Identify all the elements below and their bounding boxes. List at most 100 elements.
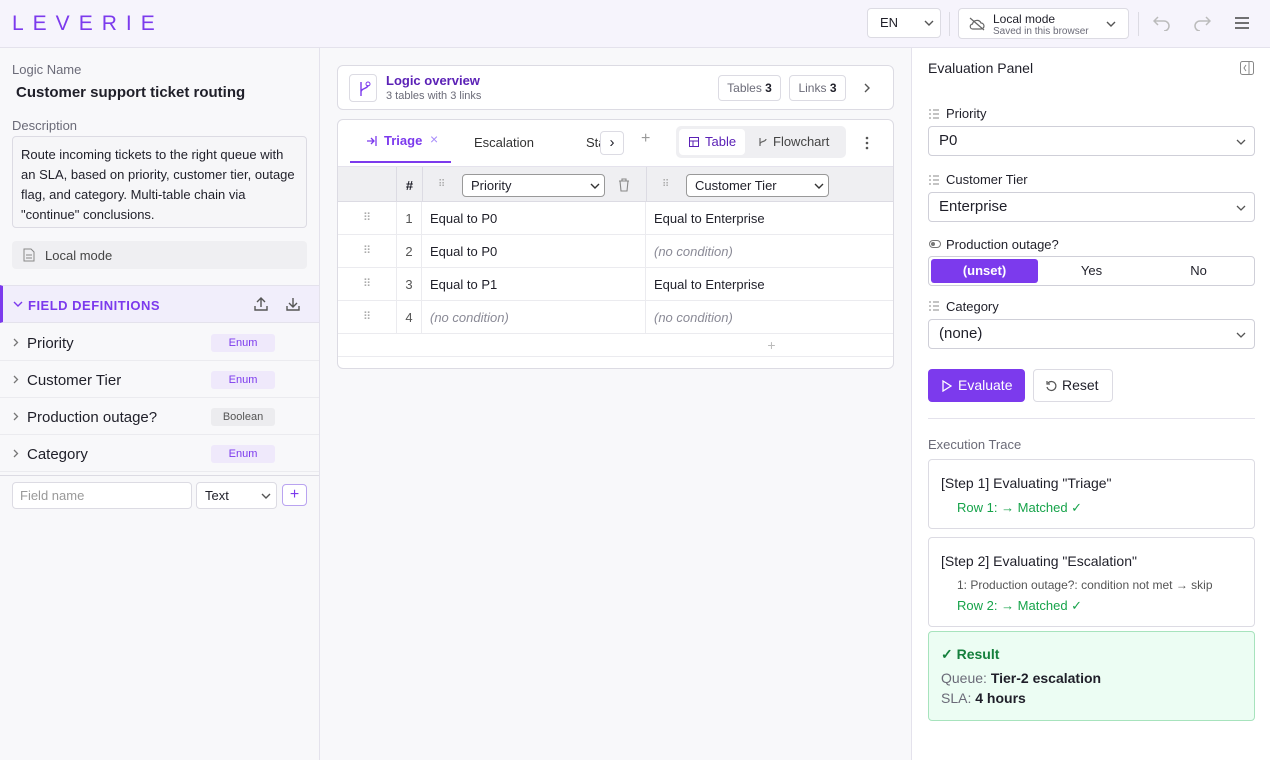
import-button[interactable] — [285, 296, 301, 312]
condition-cell[interactable]: Equal to P0 — [422, 235, 646, 268]
row-number: 4 — [397, 301, 422, 334]
reset-button[interactable]: Reset — [1033, 369, 1113, 402]
redo-button[interactable] — [1193, 15, 1211, 31]
tables-count-chip: Tables 3 — [718, 75, 781, 101]
condition-cell[interactable]: (no condition) — [646, 235, 893, 268]
menu-button[interactable] — [1234, 16, 1250, 30]
drag-handle[interactable]: ⠿ — [338, 301, 397, 334]
description-label: Description — [12, 118, 78, 133]
trace-step: [Step 1] Evaluating "Triage" Row 1: → Ma… — [928, 459, 1255, 529]
panel-title: Evaluation Panel — [928, 60, 1034, 76]
condition-cell[interactable]: Equal to Enterprise — [646, 268, 893, 301]
table-header: # ⠿ Priority ⠿ Customer Tier — [338, 166, 893, 203]
column-header: Priority — [471, 178, 512, 193]
header: LEVERIE EN Local mode Saved in this brow… — [0, 0, 1270, 48]
field-name: Category — [27, 446, 88, 463]
sidebar: Logic Name Customer support ticket routi… — [0, 48, 320, 760]
step-line: Row 2: → Matched ✓ — [957, 598, 1083, 613]
field-type-select[interactable]: Text — [196, 482, 277, 509]
scroll-tabs-button[interactable]: › — [600, 131, 624, 155]
drag-handle[interactable]: ⠿ — [338, 202, 397, 235]
category-select[interactable]: (none) — [928, 319, 1255, 349]
language-select[interactable]: EN — [867, 8, 941, 38]
chevron — [13, 301, 23, 307]
column-select[interactable]: Customer Tier — [686, 174, 829, 197]
evaluation-panel: Evaluation Panel Production outage? (uns… — [911, 48, 1270, 760]
more-button[interactable] — [865, 136, 869, 150]
column-select[interactable]: Priority — [462, 174, 605, 197]
drag-handle[interactable]: ⠿ — [662, 179, 670, 190]
chevron — [261, 493, 271, 499]
result-value: 4 hours — [975, 690, 1026, 706]
expand-arrow[interactable] — [863, 83, 871, 93]
boolean-option[interactable]: Yes — [1080, 263, 1103, 278]
links-count-chip: Links 3 — [789, 75, 846, 101]
boolean-option[interactable]: (unset) — [931, 259, 1038, 283]
branch-icon — [349, 74, 377, 102]
field-type-badge: Enum — [211, 334, 275, 352]
tab[interactable]: Triage — [384, 133, 423, 148]
field-label: Customer Tier — [946, 172, 1028, 187]
add-tab-button[interactable]: + — [641, 130, 651, 147]
chevron — [1236, 205, 1246, 211]
step-line: 1: Production outage?: condition not met… — [957, 578, 1213, 592]
condition-cell[interactable]: Equal to P1 — [422, 268, 646, 301]
table-row: ⠿ 1 Equal to P0 Equal to Enterprise — [338, 202, 893, 235]
chevron — [13, 338, 19, 347]
field-row[interactable]: Category Enum — [0, 435, 319, 472]
logic-overview[interactable]: Logic overview 3 tables with 3 links Tab… — [337, 65, 894, 110]
add-row-button[interactable]: + — [338, 334, 893, 357]
logo[interactable]: LEVERIE — [12, 12, 164, 35]
tab[interactable]: Escalation — [474, 135, 534, 150]
collapse-panel-button[interactable] — [1240, 61, 1254, 75]
table-row: ⠿ 3 Equal to P1 Equal to Enterprise — [338, 268, 893, 301]
delete-column-button[interactable] — [618, 178, 630, 192]
field-row[interactable]: Production outage? Boolean — [0, 398, 319, 435]
field-label: Category — [946, 299, 999, 314]
result-label: SLA: — [941, 690, 972, 706]
table-card: Triage × Escalation Status › + Table Flo… — [337, 119, 894, 369]
evaluate-label: Evaluate — [958, 377, 1013, 393]
condition-cell[interactable]: (no condition) — [646, 301, 893, 334]
add-field-button[interactable]: + — [282, 484, 307, 506]
drag-handle[interactable]: ⠿ — [338, 235, 397, 268]
field-row[interactable]: Customer Tier Enum — [0, 361, 319, 398]
boolean-option[interactable]: No — [1190, 263, 1207, 278]
close-tab[interactable]: × — [430, 131, 439, 147]
drag-handle[interactable]: ⠿ — [438, 179, 446, 190]
field-definitions-header[interactable]: FIELD DEFINITIONS — [0, 285, 319, 323]
field-name-input[interactable]: Field name — [12, 482, 192, 509]
view-option[interactable]: Flowchart — [773, 134, 830, 149]
description[interactable]: Route incoming tickets to the right queu… — [12, 136, 307, 228]
evaluate-button[interactable]: Evaluate — [928, 369, 1025, 402]
entry-icon — [367, 136, 377, 146]
condition-cell[interactable]: (no condition) — [422, 301, 646, 334]
field-type: Text — [205, 488, 229, 503]
links-count: 3 — [829, 81, 837, 95]
export-button[interactable] — [253, 296, 269, 312]
condition-cell[interactable]: Equal to Enterprise — [646, 202, 893, 235]
field-value: Enterprise — [939, 198, 1008, 215]
logic-name[interactable]: Customer support ticket routing — [16, 84, 246, 101]
storage-box: Local mode — [12, 241, 307, 269]
view-option[interactable]: Table — [679, 129, 745, 155]
mode-select[interactable]: Local mode Saved in this browser — [958, 8, 1129, 39]
list-icon — [929, 175, 939, 185]
field-select[interactable]: P0 — [928, 126, 1255, 156]
condition-cell[interactable]: Equal to P0 — [422, 202, 646, 235]
field-name: Production outage? — [27, 409, 158, 426]
result-title: ✓ Result — [941, 646, 1000, 662]
row-number: 3 — [397, 268, 422, 301]
storage: Local mode — [45, 248, 113, 263]
step-line: Row 1: → Matched ✓ — [957, 500, 1083, 515]
undo-button[interactable] — [1153, 15, 1171, 31]
field-type-badge: Enum — [211, 445, 275, 463]
list-icon — [929, 301, 939, 311]
field-select[interactable]: Enterprise — [928, 192, 1255, 222]
drag-handle[interactable]: ⠿ — [338, 268, 397, 301]
tables-label: Tables — [727, 81, 762, 95]
field-row[interactable]: Priority Enum — [0, 324, 319, 361]
result-box: ✓ Result Queue: Tier-2 escalation SLA: 4… — [928, 631, 1255, 721]
table-row: ⠿ 2 Equal to P0 (no condition) — [338, 235, 893, 268]
field-name: Priority — [27, 335, 74, 352]
